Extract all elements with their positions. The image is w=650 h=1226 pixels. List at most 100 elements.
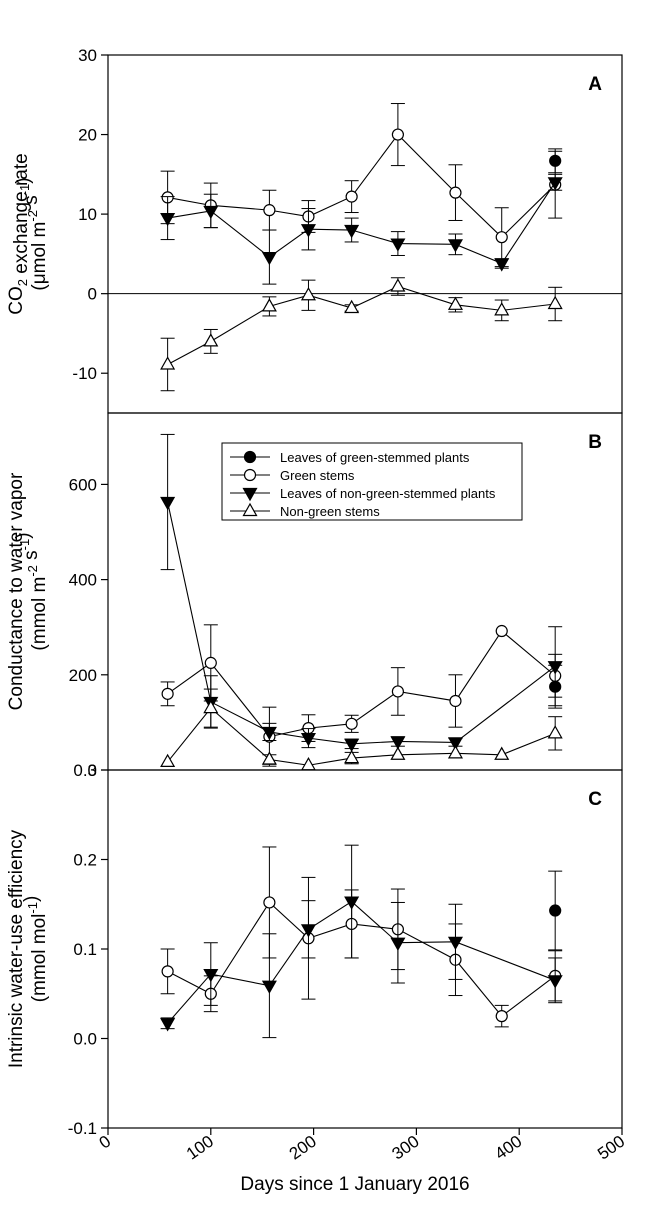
y-axis-title-line-1: Conductance to water vapor xyxy=(6,472,27,710)
data-point xyxy=(161,687,174,700)
series-line xyxy=(167,133,556,238)
data-point xyxy=(261,980,277,994)
y-tick-label: -0.1 xyxy=(68,1119,97,1138)
y-axis-title-line-1: Intrinsic water-use efficiency xyxy=(6,829,27,1068)
data-point xyxy=(390,278,406,292)
y-tick-label: 10 xyxy=(78,205,97,224)
data-point xyxy=(494,746,510,760)
series-leaves-of-non-green-stemmed-plants xyxy=(160,844,563,1039)
data-point xyxy=(203,205,219,220)
series-line xyxy=(167,285,556,365)
data-point xyxy=(547,295,563,310)
data-point xyxy=(447,296,463,310)
y-tick-label: 0 xyxy=(88,761,97,780)
y-axis-title: CO2 exchange rate(μmol m-2 s-1) xyxy=(6,153,50,314)
legend-entry: Leaves of non-green-stemmed plants xyxy=(230,486,496,502)
data-point xyxy=(547,661,563,675)
legend-entry: Green stems xyxy=(230,468,355,483)
legend-label: Leaves of non-green-stemmed plants xyxy=(280,486,496,501)
legend-label: Green stems xyxy=(280,468,355,483)
series-leaves-of-non-green-stemmed-plants xyxy=(160,173,563,285)
data-point xyxy=(547,725,563,739)
data-point xyxy=(261,726,277,741)
series-line xyxy=(167,181,556,265)
series-green-stems xyxy=(160,846,563,1028)
panel-b: 0 200 400 600 Conductance to water vapor (mmo… xyxy=(6,412,623,780)
data-point xyxy=(160,1018,176,1032)
legend-box xyxy=(221,442,523,521)
legend-label: Non-green stems xyxy=(280,504,380,519)
data-point xyxy=(160,212,176,227)
y-tick-label: 400 xyxy=(69,571,97,590)
data-point xyxy=(344,896,360,910)
legend-marker xyxy=(243,450,257,464)
data-point xyxy=(300,287,316,301)
data-point xyxy=(447,737,463,751)
data-point xyxy=(261,251,277,266)
data-point xyxy=(261,298,277,312)
y-tick-label: 0.2 xyxy=(73,851,97,870)
data-point xyxy=(300,924,316,938)
y-axis-title-line-2: (μmol m-2 s-1) xyxy=(13,177,50,290)
y-axis-title-line-1: CO2 exchange rate xyxy=(6,153,32,314)
panel-a: -10 0 10 20 30 CO2 exchange rate(μmol m-2 s-1… xyxy=(6,46,623,414)
y-axis-title: Conductance to water vapor (mmol m-2 s-1) xyxy=(6,472,50,710)
x-tick-label: 100 xyxy=(183,1132,217,1164)
legend-label: Leaves of green-stemmed plants xyxy=(280,450,470,465)
data-point xyxy=(391,128,404,141)
x-tick-label: 400 xyxy=(491,1132,525,1164)
data-point xyxy=(391,685,404,698)
data-point xyxy=(263,896,276,909)
data-point xyxy=(547,177,563,191)
data-point xyxy=(160,356,176,370)
y-tick-label: 20 xyxy=(78,126,97,145)
series-line xyxy=(167,900,556,1024)
data-point xyxy=(344,749,360,764)
data-point xyxy=(160,496,176,511)
data-point xyxy=(449,186,462,199)
data-point xyxy=(390,937,406,951)
data-point xyxy=(344,299,360,314)
data-point xyxy=(203,968,219,983)
x-tick-label: 300 xyxy=(389,1132,423,1164)
series-leaves-of-green-stemmed-plants xyxy=(548,870,563,951)
y-axis-title-line-2: (mmol mol-1) xyxy=(21,896,50,1003)
panel-c: -0.1 0.0 0.1 0.2 0.3 Intrinsic water-use effi… xyxy=(6,761,623,1138)
data-point xyxy=(203,333,219,347)
data-point xyxy=(203,699,219,714)
y-axis-title-line-2: (mmol m-2 s-1) xyxy=(13,532,50,650)
data-point xyxy=(345,717,358,730)
x-tick-label: 200 xyxy=(286,1132,320,1164)
data-point xyxy=(447,239,463,253)
x-tick-label: 0 xyxy=(96,1132,115,1153)
data-point xyxy=(263,204,276,217)
panels-layer: -10 0 10 20 30 CO2 exchange rate(μmol m-2 s-1… xyxy=(6,46,623,1138)
legend-marker xyxy=(242,502,258,517)
x-axis-title: Days since 1 January 2016 xyxy=(240,1174,469,1195)
data-point xyxy=(390,238,406,252)
legend-entry: Leaves of green-stemmed plants xyxy=(230,450,470,465)
plot-frame xyxy=(107,769,623,1129)
data-point xyxy=(300,733,316,747)
series-non-green-stems xyxy=(160,688,563,771)
y-axis-title: Intrinsic water-use efficiency (mmol mol-… xyxy=(6,829,50,1068)
series-line xyxy=(167,501,556,745)
data-point xyxy=(261,751,277,765)
data-point xyxy=(345,190,358,203)
x-tick-label: 500 xyxy=(594,1132,628,1164)
panel-letter: A xyxy=(588,74,602,95)
y-tick-label: -10 xyxy=(72,364,97,383)
data-point xyxy=(161,965,174,978)
series-green-stems xyxy=(160,624,563,767)
legend-marker xyxy=(242,487,258,502)
data-point xyxy=(390,736,406,750)
data-point xyxy=(495,624,508,638)
panel-letter: B xyxy=(588,432,602,453)
y-tick-label: 0.0 xyxy=(73,1030,97,1049)
data-point xyxy=(300,224,316,238)
data-point xyxy=(447,936,463,951)
data-point xyxy=(549,904,562,917)
x-axis: 0 100 200 300 400 500 xyxy=(96,1128,628,1164)
y-tick-label: 0.3 xyxy=(73,761,97,780)
